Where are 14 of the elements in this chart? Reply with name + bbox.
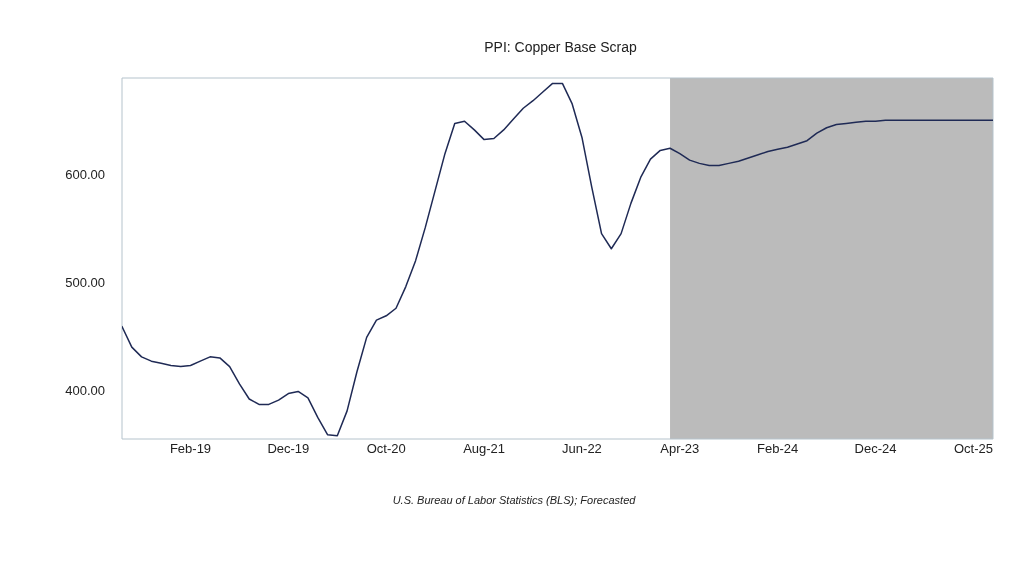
x-tick-label: Feb-24 [757, 441, 799, 457]
x-tick-label: Oct-20 [366, 441, 406, 457]
x-tick-label: Dec-19 [267, 441, 310, 457]
chart-title: PPI: Copper Base Scrap [484, 38, 637, 55]
x-tick-label: Apr-23 [660, 441, 700, 457]
x-tick-label: Jun-22 [562, 441, 602, 457]
y-tick-label: 600.00 [65, 166, 105, 182]
y-tick-label: 400.00 [65, 383, 105, 399]
x-tick-label: Feb-19 [169, 441, 212, 457]
y-tick-label: 500.00 [65, 274, 105, 290]
x-tick-label: Oct-25 [953, 441, 993, 457]
x-tick-label: Aug-21 [463, 441, 506, 457]
text: U.S. Bureau of Labor Statistics (BLS); Forecasted [392, 494, 637, 507]
x-tick-label: Dec-24 [854, 441, 897, 457]
